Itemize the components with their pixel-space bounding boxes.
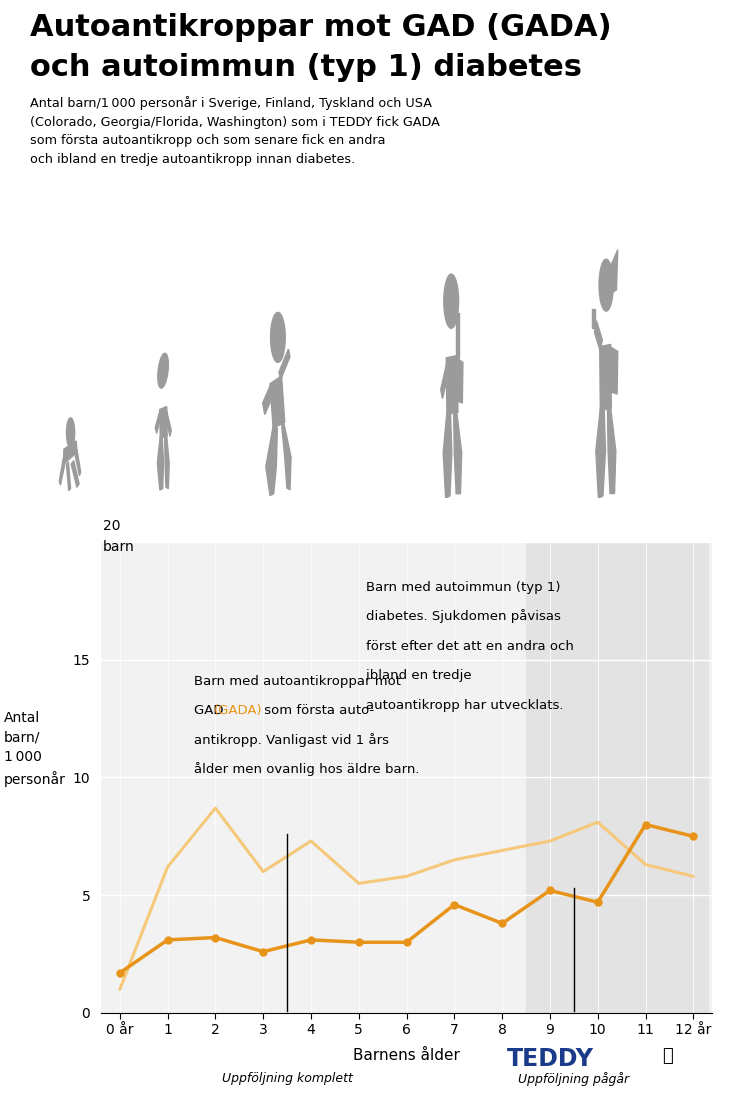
Polygon shape	[454, 412, 462, 494]
Polygon shape	[281, 423, 291, 489]
Text: Uppföljning pågår: Uppföljning pågår	[518, 1072, 630, 1086]
Polygon shape	[63, 441, 77, 464]
Polygon shape	[271, 312, 285, 362]
Polygon shape	[456, 312, 460, 358]
Polygon shape	[610, 347, 618, 394]
Polygon shape	[59, 459, 65, 485]
Polygon shape	[456, 358, 463, 403]
Text: Autoantikroppar mot GAD (GADA): Autoantikroppar mot GAD (GADA)	[30, 13, 612, 42]
Polygon shape	[607, 408, 616, 494]
Text: som första auto-: som första auto-	[260, 704, 374, 717]
Text: 20: 20	[103, 519, 121, 532]
X-axis label: Barnens ålder: Barnens ålder	[353, 1048, 460, 1063]
Text: Barn med autoimmun (typ 1): Barn med autoimmun (typ 1)	[366, 580, 560, 593]
Polygon shape	[75, 449, 81, 475]
Polygon shape	[270, 376, 285, 428]
Polygon shape	[443, 412, 452, 498]
Polygon shape	[71, 461, 79, 487]
Polygon shape	[592, 309, 595, 327]
Text: GAD: GAD	[194, 704, 228, 717]
Polygon shape	[441, 362, 449, 399]
Polygon shape	[158, 354, 169, 388]
Text: Antal
barn/
1 000
personår: Antal barn/ 1 000 personår	[4, 712, 66, 787]
Text: 🐻: 🐻	[662, 1048, 672, 1065]
Polygon shape	[444, 274, 459, 328]
Polygon shape	[155, 410, 161, 434]
Text: Barn med autoantikroppar mot: Barn med autoantikroppar mot	[194, 675, 401, 688]
Polygon shape	[596, 408, 606, 498]
Polygon shape	[165, 410, 172, 437]
Text: ålder men ovanlig hos äldre barn.: ålder men ovanlig hos äldre barn.	[194, 762, 419, 776]
Polygon shape	[599, 260, 613, 311]
Text: först efter det att en andra och: först efter det att en andra och	[366, 639, 574, 653]
Text: diabetes. Sjukdomen påvisas: diabetes. Sjukdomen påvisas	[366, 609, 561, 623]
Text: (GADA): (GADA)	[214, 704, 263, 717]
Polygon shape	[66, 462, 71, 491]
Text: Antal barn/1 000 personår i Sverige, Finland, Tyskland och USA
(Colorado, Georgi: Antal barn/1 000 personår i Sverige, Fin…	[30, 96, 439, 165]
Polygon shape	[66, 418, 75, 448]
Text: barn: barn	[103, 540, 135, 554]
Polygon shape	[446, 356, 458, 414]
Text: autoantikropp har utvecklats.: autoantikropp har utvecklats.	[366, 699, 563, 712]
Text: antikropp. Vanligast vid 1 års: antikropp. Vanligast vid 1 års	[194, 733, 389, 747]
Polygon shape	[611, 250, 618, 292]
Bar	[526, 542, 708, 1013]
Polygon shape	[595, 321, 602, 351]
Polygon shape	[266, 426, 278, 496]
Polygon shape	[165, 437, 169, 488]
Text: TEDDY: TEDDY	[507, 1047, 595, 1071]
Text: Uppföljning komplett: Uppföljning komplett	[222, 1072, 353, 1085]
Polygon shape	[157, 437, 163, 491]
Polygon shape	[160, 406, 167, 438]
Text: och autoimmun (typ 1) diabetes: och autoimmun (typ 1) diabetes	[30, 53, 582, 81]
Text: ibland en tredje: ibland en tredje	[366, 669, 471, 682]
Polygon shape	[610, 351, 614, 392]
Polygon shape	[279, 349, 290, 380]
Polygon shape	[600, 344, 611, 411]
Polygon shape	[263, 383, 273, 415]
